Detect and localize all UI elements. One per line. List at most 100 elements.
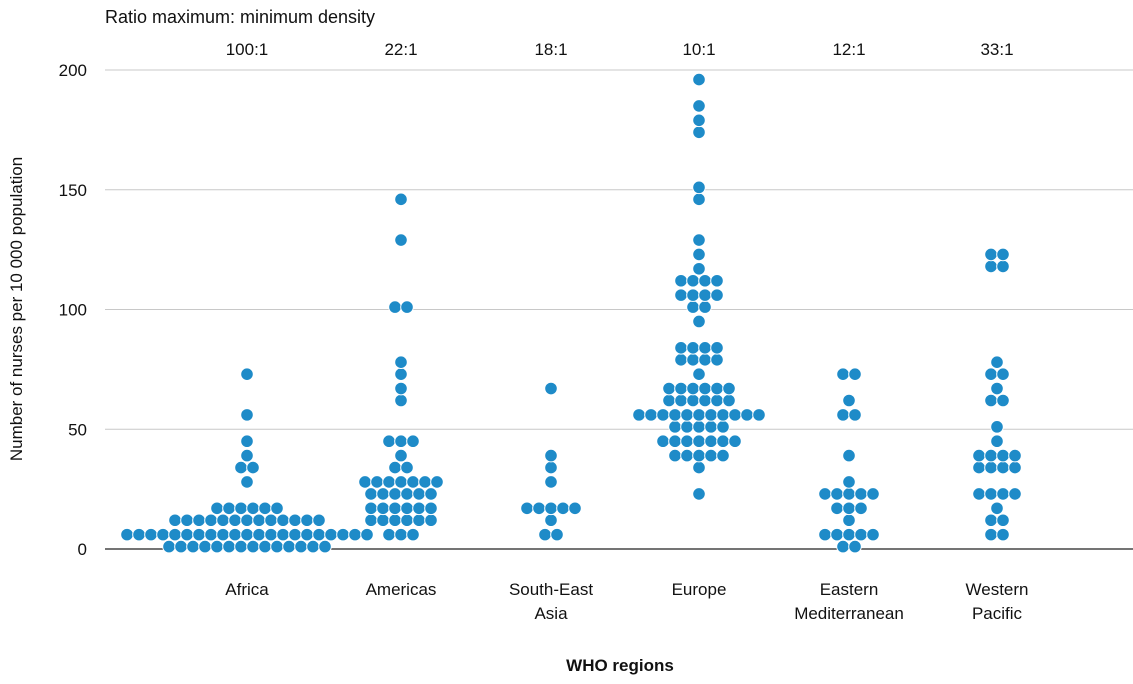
- data-point: [848, 539, 862, 554]
- data-point: [716, 408, 730, 422]
- data-point: [662, 393, 676, 408]
- data-point: [240, 448, 254, 463]
- data-point: [430, 475, 444, 489]
- data-point: [710, 381, 724, 396]
- data-point: [544, 448, 558, 463]
- data-point: [848, 408, 862, 422]
- data-point: [400, 513, 414, 528]
- data-point: [544, 501, 558, 516]
- data-point: [674, 273, 688, 288]
- data-point: [728, 408, 742, 422]
- data-point: [198, 539, 212, 554]
- data-point: [692, 192, 706, 207]
- data-point: [132, 527, 146, 542]
- data-point: [704, 448, 718, 463]
- data-point: [412, 487, 426, 501]
- data-point: [144, 527, 158, 542]
- data-point: [836, 539, 850, 554]
- data-point: [364, 513, 378, 528]
- data-point: [692, 261, 706, 276]
- data-point: [412, 501, 426, 516]
- data-point: [382, 527, 396, 542]
- data-point: [972, 448, 986, 463]
- y-tick-label: 50: [68, 420, 87, 439]
- data-point: [210, 539, 224, 554]
- data-point: [698, 393, 712, 408]
- data-point: [990, 381, 1004, 396]
- data-point: [324, 527, 338, 542]
- data-point: [252, 513, 266, 528]
- data-point: [710, 288, 724, 302]
- data-point: [186, 539, 200, 554]
- data-point: [240, 527, 254, 542]
- data-point: [544, 513, 558, 528]
- data-point: [990, 420, 1004, 434]
- data-point: [162, 539, 176, 554]
- data-point: [394, 381, 408, 396]
- data-point: [996, 527, 1010, 542]
- data-point: [370, 475, 384, 489]
- data-point: [228, 527, 242, 542]
- data-point: [336, 527, 350, 542]
- data-point: [668, 434, 682, 449]
- data-point: [842, 475, 856, 489]
- data-point: [300, 513, 314, 528]
- data-point: [644, 408, 658, 422]
- data-point: [692, 314, 706, 329]
- data-point: [842, 487, 856, 501]
- ratio-labels: 100:1 22:1 18:1 10:1 12:1 33:1: [226, 40, 1014, 59]
- ratio-label: 10:1: [682, 40, 715, 59]
- data-point: [996, 247, 1010, 262]
- data-point: [984, 513, 998, 528]
- data-point: [544, 381, 558, 396]
- ratio-label: 22:1: [384, 40, 417, 59]
- data-point: [400, 501, 414, 516]
- data-point: [716, 434, 730, 449]
- data-point: [252, 527, 266, 542]
- data-point: [174, 539, 188, 554]
- data-point: [692, 408, 706, 422]
- data-point: [990, 434, 1004, 449]
- data-point: [752, 408, 766, 422]
- data-point: [282, 539, 296, 554]
- data-point: [568, 501, 582, 516]
- data-point: [698, 300, 712, 314]
- y-tick-label: 150: [59, 181, 87, 200]
- data-point: [984, 393, 998, 408]
- data-point: [990, 501, 1004, 516]
- data-point: [692, 448, 706, 463]
- data-point: [830, 487, 844, 501]
- data-point: [388, 501, 402, 516]
- data-point: [376, 487, 390, 501]
- data-point: [848, 367, 862, 381]
- data-point: [686, 288, 700, 302]
- data-point: [400, 300, 414, 314]
- data-point: [866, 487, 880, 501]
- data-point: [276, 527, 290, 542]
- data-point: [376, 501, 390, 516]
- data-point: [656, 434, 670, 449]
- data-point: [710, 352, 724, 367]
- data-point: [680, 408, 694, 422]
- data-point: [394, 367, 408, 381]
- data-point: [698, 273, 712, 288]
- data-point: [996, 448, 1010, 463]
- data-point: [686, 393, 700, 408]
- data-point: [818, 527, 832, 542]
- data-point: [216, 513, 230, 528]
- data-point: [704, 420, 718, 434]
- data-point: [120, 527, 134, 542]
- y-tick-label: 0: [78, 540, 87, 559]
- data-point: [842, 501, 856, 516]
- data-point: [698, 341, 712, 355]
- data-point: [246, 539, 260, 554]
- data-point: [842, 393, 856, 408]
- data-point: [996, 513, 1010, 528]
- data-point: [300, 527, 314, 542]
- ratio-label: 33:1: [980, 40, 1013, 59]
- data-point: [710, 273, 724, 288]
- data-point: [234, 539, 248, 554]
- data-point: [866, 527, 880, 542]
- data-point: [668, 420, 682, 434]
- data-point: [692, 125, 706, 140]
